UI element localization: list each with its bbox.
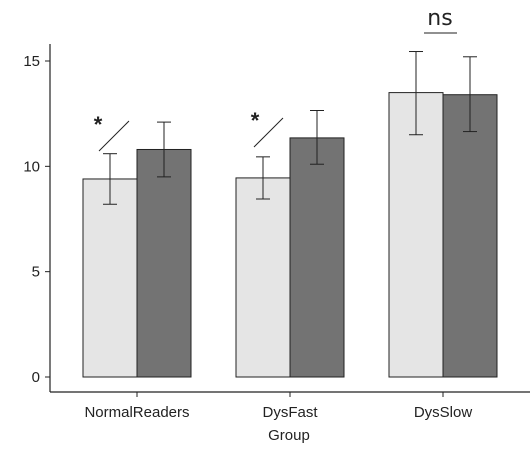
significance-slash-2 bbox=[253, 117, 284, 148]
y-tick-label-5: 5 bbox=[32, 264, 40, 281]
x-axis-title: Group bbox=[268, 427, 310, 444]
y-tick-label-15: 15 bbox=[23, 53, 40, 70]
bar-DysSlow-series-1 bbox=[388, 92, 444, 378]
significance-label-1: * bbox=[94, 112, 103, 137]
y-tick-label-0: 0 bbox=[32, 369, 40, 386]
y-tick-label-10: 10 bbox=[23, 158, 40, 175]
bar-NormalReaders-series-2 bbox=[136, 148, 192, 378]
bar-DysFast-series-1 bbox=[235, 177, 291, 378]
x-tick-label-DysFast: DysFast bbox=[262, 404, 318, 421]
significance-label-2: * bbox=[251, 108, 260, 133]
bar-DysFast-series-2 bbox=[289, 137, 345, 378]
bar-NormalReaders-series-1 bbox=[82, 178, 138, 378]
x-tick-label-NormalReaders: NormalReaders bbox=[84, 404, 189, 421]
x-tick-label-DysSlow: DysSlow bbox=[414, 404, 473, 421]
significance-label-3: ns bbox=[427, 6, 452, 31]
significance-slash-1 bbox=[98, 120, 130, 152]
bar-DysSlow-series-2 bbox=[442, 94, 498, 378]
